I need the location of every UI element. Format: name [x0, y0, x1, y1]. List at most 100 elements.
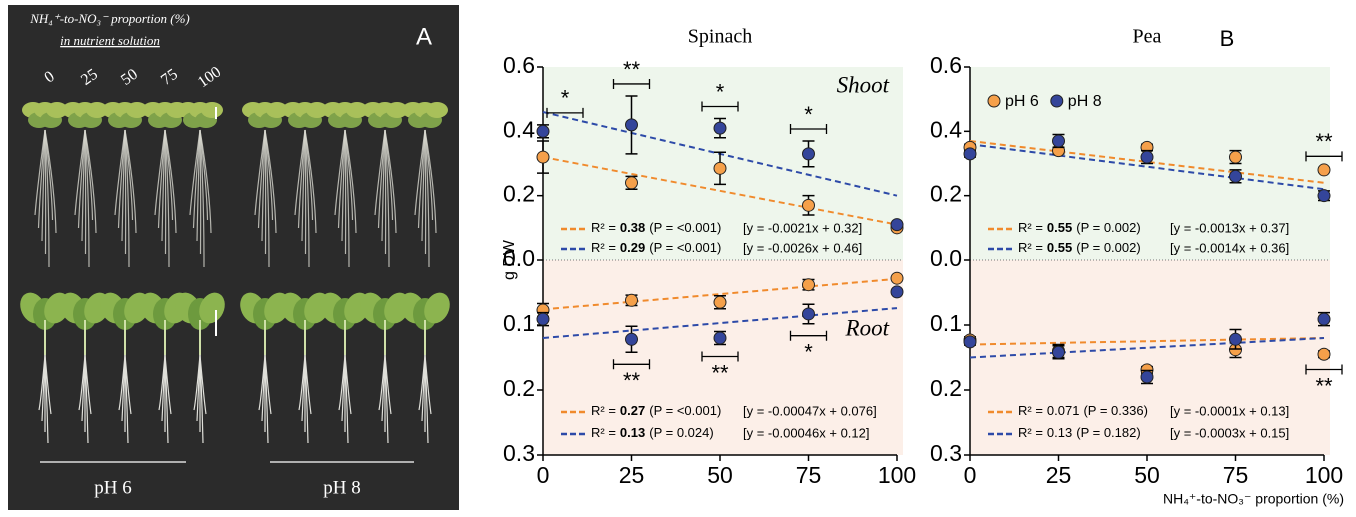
data-point — [802, 278, 815, 292]
plant-root — [421, 129, 426, 242]
y-tick-label: 0.2 — [503, 181, 535, 207]
r2-label: R² = — [591, 403, 616, 418]
r2-label: R² = — [1018, 425, 1043, 440]
x-tick-label: 50 — [707, 462, 733, 488]
plant-root — [164, 354, 172, 415]
plant-root — [199, 354, 207, 415]
significance-mark: * — [716, 79, 725, 104]
plant-root — [121, 129, 126, 242]
significance-mark: ** — [1315, 129, 1333, 154]
r2-value: 0.071 — [1047, 403, 1080, 418]
legend-label: pH 6 — [1005, 93, 1039, 110]
panel-label: A — [416, 23, 432, 50]
plant-root — [304, 129, 307, 255]
plant-root — [261, 129, 266, 242]
x-tick-label: 100 — [878, 462, 916, 488]
plant-root — [341, 129, 346, 242]
data-point — [713, 295, 727, 309]
data-point — [713, 161, 727, 175]
x-tick-label: 75 — [1223, 462, 1249, 488]
fit-equation: [y = -0.0001x + 0.13] — [1170, 403, 1289, 418]
chart-title: Pea — [1133, 26, 1162, 48]
data-point — [536, 150, 550, 164]
legend-marker — [1050, 94, 1064, 108]
significance-mark: * — [804, 102, 813, 127]
significance-mark: * — [561, 86, 570, 111]
plant-root — [41, 129, 46, 242]
y-tick-label: 0.6 — [930, 52, 962, 78]
root-area — [970, 260, 1330, 455]
plant-root — [304, 354, 312, 415]
y2-tick-label: 0.2 — [503, 375, 535, 401]
significance-bracket — [1305, 364, 1343, 375]
r2-label: R² = — [1018, 220, 1043, 235]
plant-leaf — [306, 102, 328, 118]
plant-leaf — [126, 102, 148, 118]
plant-root — [304, 129, 310, 268]
plant-root — [124, 129, 137, 234]
y-tick-label: 0.4 — [930, 116, 962, 142]
plant-leaf — [46, 102, 68, 118]
p-value: (P = 0.002) — [1076, 220, 1140, 235]
fit-text: R² = 0.55 (P = 0.002) — [1018, 220, 1141, 235]
x-tick-label: 25 — [619, 462, 645, 488]
r2-label: R² = — [591, 240, 616, 255]
y-tick-label: 0.4 — [503, 116, 535, 142]
fit-equation: [y = -0.0014x + 0.36] — [1170, 240, 1289, 255]
data-point — [1140, 150, 1154, 164]
fit-text: R² = 0.071 (P = 0.336) — [1018, 403, 1148, 418]
plant-root — [384, 129, 397, 234]
data-point — [1317, 163, 1331, 177]
data-point — [963, 335, 977, 349]
proportion-label: 75 — [158, 66, 181, 89]
plant-root — [344, 129, 357, 234]
r2-value: 0.38 — [620, 220, 645, 235]
data-point — [625, 176, 638, 190]
photo-background — [8, 5, 459, 510]
plant-leaf — [86, 102, 108, 118]
plant-root — [384, 129, 387, 255]
plant-leaf — [386, 102, 408, 118]
proportion-label: 50 — [118, 66, 141, 89]
data-point — [890, 271, 904, 285]
p-value: (P = 0.182) — [1076, 425, 1140, 440]
plant-root — [44, 129, 57, 234]
fit-equation: [y = -0.00046x + 0.12] — [743, 425, 869, 440]
root-area — [543, 260, 903, 455]
x-tick-label: 0 — [964, 462, 977, 488]
plant-root — [44, 129, 47, 255]
fit-text: R² = 0.38 (P = <0.001) — [591, 220, 721, 235]
plant-root — [424, 129, 437, 234]
proportion-label: 25 — [78, 66, 101, 89]
r2-label: R² = — [591, 425, 616, 440]
p-value: (P = <0.001) — [649, 403, 721, 418]
photo-title: NH₄⁺-to-NO₃⁻ proportion (%) — [29, 11, 190, 26]
p-value: (P = 0.002) — [1076, 240, 1140, 255]
y2-tick-label: 0.1 — [930, 310, 962, 336]
significance-mark: * — [804, 340, 813, 365]
plant-root — [384, 354, 392, 415]
y-tick-label: 0.0 — [930, 245, 962, 271]
fit-equation: [y = -0.00047x + 0.076] — [743, 403, 877, 418]
plant-root — [84, 129, 87, 255]
data-point — [536, 312, 550, 326]
significance-bracket — [789, 123, 828, 134]
plant-root — [344, 354, 352, 415]
legend-label: pH 8 — [1068, 93, 1102, 110]
plant-root — [381, 129, 386, 242]
plant-leaf — [266, 102, 288, 118]
plant-root — [124, 354, 132, 415]
data-point — [802, 198, 815, 212]
plant-root — [199, 129, 205, 268]
data-point — [1052, 345, 1065, 359]
fit-text: R² = 0.29 (P = <0.001) — [591, 240, 721, 255]
r2-value: 0.55 — [1047, 220, 1072, 235]
p-value: (P = <0.001) — [649, 220, 721, 235]
x-tick-label: 25 — [1046, 462, 1072, 488]
fit-line — [969, 337, 1325, 359]
significance-mark: ** — [623, 368, 641, 393]
plant-root — [84, 129, 90, 268]
shoot-label: Shoot — [837, 72, 890, 97]
plant-leaf — [426, 102, 448, 118]
